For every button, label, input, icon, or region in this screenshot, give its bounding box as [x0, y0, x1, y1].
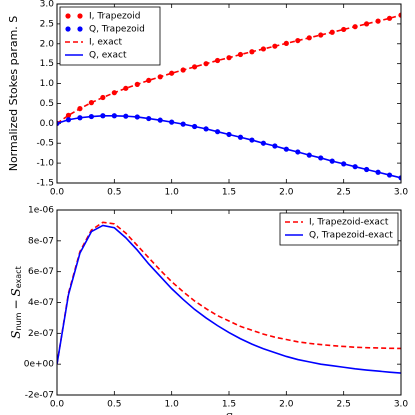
x-tick-label: 3.0 [394, 400, 409, 410]
y-axis-label: Snum − Sexact [9, 266, 23, 338]
y-axis-label-part: num [14, 312, 23, 330]
y-axis-label: Normalized Stokes param. S [7, 16, 20, 172]
legend-box [279, 212, 399, 246]
marker [169, 70, 175, 76]
legend-marker [77, 13, 83, 19]
legend-label: I, Trapezoid [89, 12, 140, 22]
y-tick-label: 1e-06 [28, 206, 54, 216]
y-tick-label: 6e-07 [28, 267, 54, 277]
legend-label: I, exact [89, 38, 123, 48]
y-tick-label: 2.5 [40, 19, 54, 29]
marker [364, 21, 370, 27]
y-axis-label-part: exact [14, 266, 23, 288]
y-tick-label: -1.0 [36, 159, 54, 169]
x-tick-label: 0.5 [107, 188, 121, 198]
x-tick-label: 2.0 [279, 400, 294, 410]
x-tick-label: 0.5 [107, 400, 121, 410]
marker [192, 64, 198, 70]
axes-frame [56, 209, 402, 396]
line [57, 224, 401, 374]
x-tick-label: 1.5 [222, 188, 236, 198]
marker [214, 57, 221, 64]
y-tick-label: 1.0 [40, 79, 55, 89]
x-tick-label: 1.5 [222, 400, 236, 410]
marker [237, 51, 244, 58]
y-tick-label: 0.0 [40, 119, 55, 129]
x-tick-label: 1.0 [165, 400, 180, 410]
y-tick-label: 0.5 [40, 99, 54, 109]
legend-marker [77, 26, 83, 32]
x-tick-label: 1.0 [165, 188, 180, 198]
marker [386, 15, 393, 21]
legend-marker [65, 26, 71, 32]
y-tick-label: 0e+00 [24, 360, 55, 370]
y-tick-label: 1.5 [40, 59, 54, 69]
x-tick-label: 2.5 [337, 400, 351, 410]
legend-label: Q, Trapezoid-exact [309, 231, 393, 241]
x-tick-label: 0.0 [50, 400, 65, 410]
marker [341, 26, 347, 33]
y-tick-label: 2e-07 [28, 329, 54, 339]
x-tick-label: 0.0 [50, 188, 65, 198]
legend-label: Q, Trapezoid [89, 25, 145, 35]
line [57, 114, 401, 179]
x-tick-label: 3.0 [394, 188, 409, 198]
y-tick-label: -1.5 [36, 179, 54, 189]
y-tick-label: -2e-07 [25, 391, 54, 401]
y-tick-label: 3.0 [40, 0, 55, 10]
marker [146, 77, 152, 83]
line [57, 14, 401, 124]
y-axis-label-part: S [9, 288, 23, 296]
y-tick-label: 2.0 [40, 39, 55, 49]
legend-label: Q, exact [89, 51, 127, 61]
y-axis-label-part: − [9, 299, 23, 309]
legend-label: I, Trapezoid-exact [309, 218, 389, 228]
line [57, 221, 401, 365]
x-axis-label: S [225, 411, 233, 415]
y-axis-label-part: S [9, 330, 23, 338]
y-tick-label: 8e-07 [28, 236, 54, 246]
legend-marker [65, 13, 71, 19]
axes-frame [56, 3, 402, 184]
x-tick-label: 2.0 [279, 188, 294, 198]
marker [318, 32, 324, 38]
x-tick-label: 2.5 [337, 188, 351, 198]
y-tick-label: -0.5 [36, 139, 54, 149]
y-tick-label: 4e-07 [28, 298, 54, 308]
